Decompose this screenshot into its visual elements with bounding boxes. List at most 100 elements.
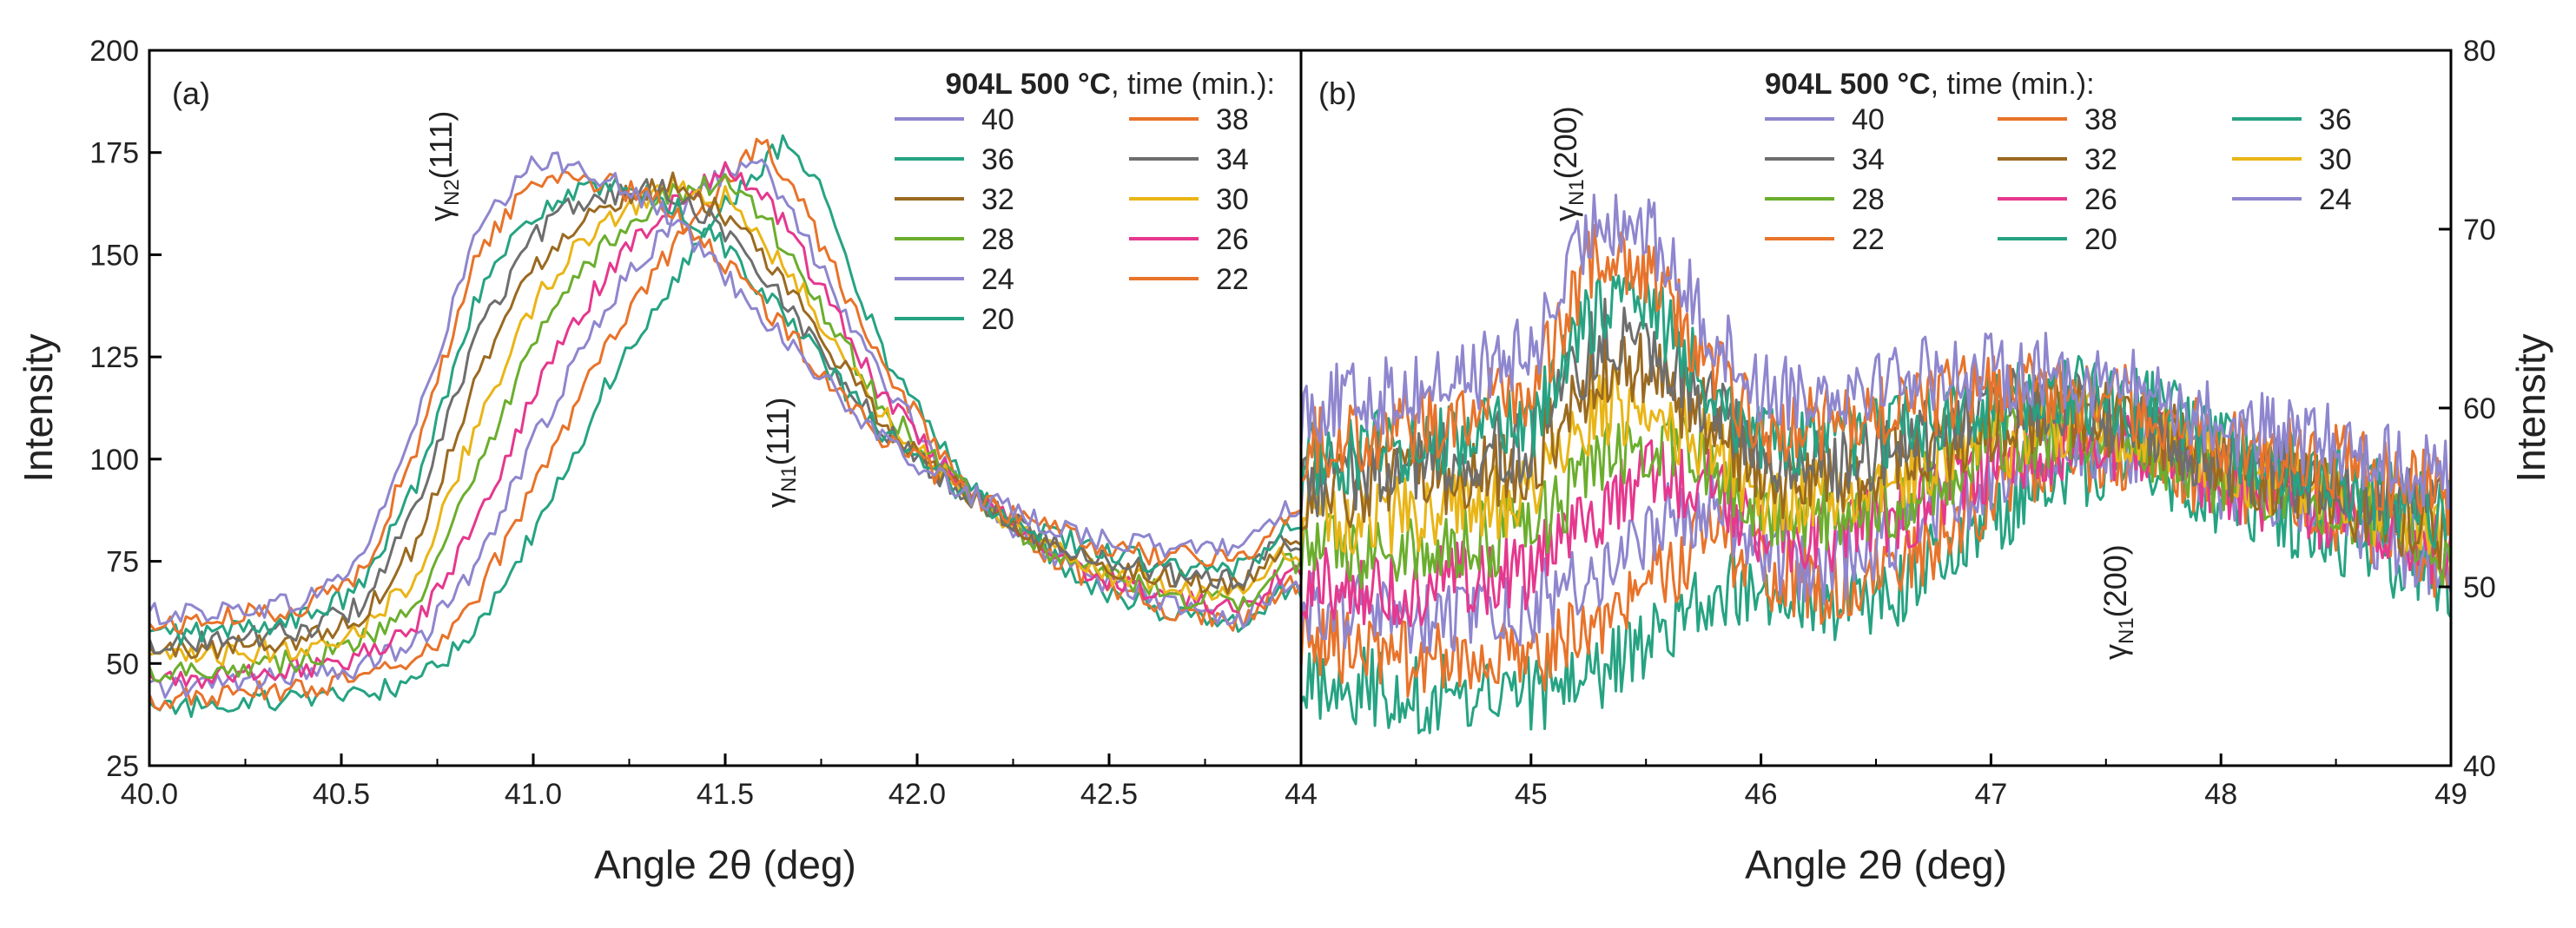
panel-a-legend-label-38: 38 [1216,103,1249,136]
panel-b-legend-title-bold: 904L 500 °C [1765,68,1931,101]
panel-a-legend-label-34: 34 [1216,143,1249,176]
peak-label-gamma-n2-111-base: γ [423,206,459,221]
peak-label-gamma-n1-111-a-tail: (111) [760,398,796,466]
peak-label-gamma-n1-200-top-tail: (200) [1548,106,1583,179]
panel-a-legend: 904L 500 °C, time (min.): 40 38 36 34 32 30 28… [895,68,1275,336]
panel-a-x-tick-label: 40.0 [121,778,178,811]
panel-a-label: (a) [172,76,210,111]
panel-a-y-axis-label: Intensity [16,333,61,482]
panel-a-series-34 [148,178,1302,655]
panel-b-legend-label-22: 22 [1852,223,1885,256]
panel-b-legend-label-30: 30 [2319,143,2352,176]
panel-a-y-tick-label: 100 [89,444,139,477]
panel-b-legend-title: 904L 500 °C, time (min.): [1765,68,2095,101]
panel-a-series-32 [148,171,1302,660]
peak-label-gamma-n1-200-top: γN1(200) [1548,106,1589,221]
panel-a-y-tick-labels: 25 50 75 100 125 150 175 200 [89,35,139,783]
panel-a-y-tick-label: 125 [89,341,139,374]
panel-a-legend-label-20: 20 [981,303,1014,336]
panel-b-x-tick-labels: 44 45 46 47 48 49 [1285,778,2467,811]
peak-label-gamma-n1-111-a-base: γ [760,492,796,508]
panel-b-y-tick-label: 50 [2463,571,2496,604]
panel-b-series [1299,194,2453,734]
panel-a-legend-label-36: 36 [981,143,1014,176]
panel-b-legend-entries: 40 38 36 34 32 30 28 26 24 22 20 [1765,103,2352,256]
panel-a-legend-label-26: 26 [1216,223,1249,256]
panel-b-legend: 904L 500 °C, time (min.): 40 38 36 34 32 30 28… [1765,68,2352,256]
panel-a-series-30 [149,174,1303,667]
panel-a-ticks [148,49,1206,767]
peak-label-gamma-n2-111: γN2(111) [423,111,464,221]
peak-label-gamma-n2-111-tail: (111) [423,111,459,180]
panel-a-y-tick-label: 75 [106,546,139,579]
panel-a-series-40 [148,151,1303,626]
panel-a-x-tick-label: 42.0 [888,778,946,811]
panel-a-series-20 [148,134,1303,719]
panel-b-x-tick-label: 46 [1745,778,1778,811]
panel-a-y-tick-label: 25 [106,750,139,783]
peak-label-gamma-n1-200-bottom: γN1(200) [2097,544,2138,660]
panel-b-legend-label-32: 32 [2084,143,2117,176]
panel-b-label: (b) [1318,76,1357,111]
panel-a-y-tick-label: 150 [89,239,139,272]
panel-b-x-tick-label: 47 [1974,778,2007,811]
peak-label-gamma-n1-200-bottom-base: γ [2097,644,2133,660]
panel-a-legend-title-rest: , time (min.): [1111,68,1275,101]
panel-a-series-36 [149,177,1302,646]
panel-b-legend-label-20: 20 [2084,223,2117,256]
panel-b-x-axis-label: Angle 2θ (deg) [1745,842,2007,887]
panel-a-x-tick-labels: 40.0 40.5 41.0 41.5 42.0 42.5 [121,778,1138,811]
panel-b-y-tick-labels: 40 50 60 70 80 [2463,35,2496,783]
panel-b-y-tick-label: 70 [2463,214,2496,247]
panel-b-legend-label-38: 38 [2084,103,2117,136]
panel-b-series-34 [1299,297,2453,534]
panel-b: 44 45 46 47 48 49 40 50 60 70 80 (b) Angle 2θ (de… [1285,35,2553,887]
panel-b-x-tick-label: 49 [2434,778,2467,811]
panel-b-x-tick-label: 48 [2204,778,2237,811]
panel-a-legend-title: 904L 500 °C, time (min.): [945,68,1275,101]
panel-b-y-tick-label: 60 [2463,392,2496,425]
panel-b-series-36 [1299,272,2453,550]
panel-a-y-tick-label: 175 [89,137,139,170]
panel-b-series-30 [1299,368,2453,563]
panel-a-x-axis-label: Angle 2θ (deg) [594,842,856,887]
panel-a-x-tick-label: 42.5 [1080,778,1138,811]
panel-b-legend-label-40: 40 [1852,103,1885,136]
panel-b-x-tick-label: 44 [1285,778,1318,811]
panel-a-series-26 [148,161,1303,689]
panel-a-legend-label-40: 40 [981,103,1014,136]
panel-a-y-tick-label: 50 [106,648,139,681]
panel-b-x-tick-label: 45 [1515,778,1548,811]
panel-b-y-tick-label: 40 [2463,750,2496,783]
panel-a-x-tick-label: 41.0 [505,778,562,811]
panel-b-series-40 [1299,194,2453,510]
peak-label-gamma-n1-200-top-base: γ [1548,206,1583,221]
panel-a-series [148,134,1303,719]
panel-a-legend-label-32: 32 [981,183,1014,216]
peak-label-gamma-n1-111-a: γN1(111) [760,398,801,508]
panel-b-y-axis-label: Intensity [2508,333,2553,482]
panel-a-series-28 [148,173,1303,682]
panel-b-series-38 [1300,224,2453,536]
panel-a-x-tick-label: 41.5 [697,778,754,811]
panel-b-legend-label-28: 28 [1852,183,1885,216]
panel-b-legend-title-rest: , time (min.): [1931,68,2095,101]
panel-b-y-tick-label: 80 [2463,35,2496,68]
panel-a-legend-title-bold: 904L 500 °C [945,68,1111,101]
panel-b-legend-label-26: 26 [2084,183,2117,216]
panel-b-ticks [1299,49,2453,767]
peak-label-gamma-n1-111-a-sub: N1 [777,465,801,492]
panel-a-y-tick-label: 200 [89,35,139,68]
panel-b-series-32 [1299,332,2453,570]
panel-b-legend-label-36: 36 [2319,103,2352,136]
panel-a-x-tick-label: 40.5 [313,778,370,811]
panel-a-legend-label-28: 28 [981,223,1014,256]
panel-a: 40.0 40.5 41.0 41.5 42.0 42.5 25 50 75 100 125 150… [16,35,1303,887]
panel-a-legend-entries: 40 38 36 34 32 30 28 26 24 22 20 [895,103,1249,336]
panel-b-legend-label-34: 34 [1852,143,1885,176]
panel-a-legend-label-22: 22 [1216,263,1249,296]
panel-a-legend-label-24: 24 [981,263,1014,296]
peak-label-gamma-n2-111-sub: N2 [440,179,464,206]
peak-label-gamma-n1-200-bottom-tail: (200) [2097,544,2133,617]
